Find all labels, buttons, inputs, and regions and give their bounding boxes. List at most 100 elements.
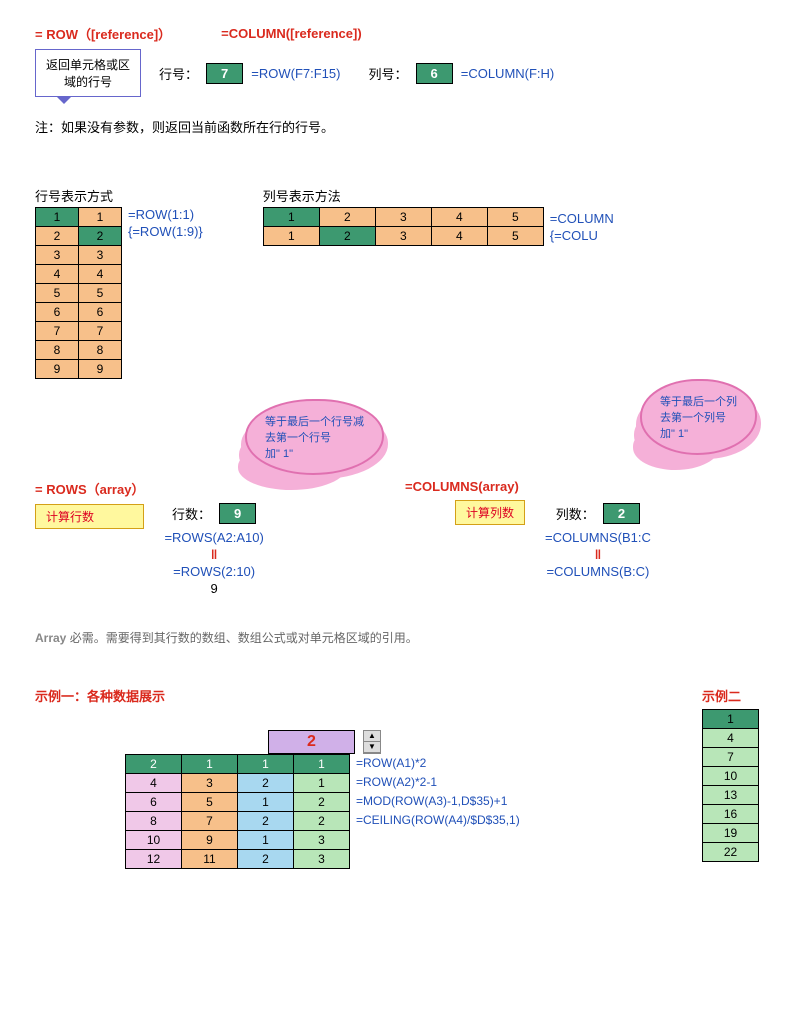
col-func-title: =COLUMN([reference]) [221,26,362,41]
table-cell: 22 [703,843,759,862]
table-cell: 16 [703,805,759,824]
table-cell: 9 [182,831,238,850]
callout-row-desc: 返回单元格或区 域的行号 [35,49,141,97]
table-cell: 4 [431,208,487,227]
table-cell: 4 [79,265,122,284]
table-cell: 8 [79,341,122,360]
col-formula: =COLUMN(F:H) [461,66,555,81]
table-cell: 7 [36,322,79,341]
row-label: 行号： [159,64,198,83]
table-cell: 4 [703,729,759,748]
row-table-title: 行号表示方式 [35,186,203,205]
cols-label: 列数： [556,504,595,523]
table-cell: 4 [126,774,182,793]
table-cell: 2 [238,850,294,869]
table-cell: 1 [182,755,238,774]
calc-rows-box: 计算行数 [35,504,144,529]
table-cell: 7 [182,812,238,831]
table-cell: 2 [36,227,79,246]
table-cell: 2 [238,774,294,793]
table-cell: 3 [375,227,431,246]
col-label: 列号： [368,64,407,83]
spinner[interactable]: ▲▼ [363,730,381,754]
table-cell: 2 [294,793,350,812]
example1-title: 示例一：各种数据展示 [35,686,682,705]
formula-text: =MOD(ROW(A3)-1,D$35)+1 [356,792,520,811]
table-cell: 1 [238,755,294,774]
cols-val: 2 [603,503,640,524]
table-cell: 1 [703,710,759,729]
table-cell: 2 [319,208,375,227]
table-cell: 3 [79,246,122,265]
eq2: ‖ [595,547,601,562]
cols-f1: =COLUMNS(B1:C [545,530,651,545]
table-cell: 1 [263,208,319,227]
cloud-cols: 等于最后一个列 去第一个列号 加" 1" [640,379,757,455]
formula-text: =ROW(A1)*2 [356,754,520,773]
table-cell: 6 [126,793,182,812]
table-cell: 5 [36,284,79,303]
rows-f2: =ROWS(2:10) [173,564,255,579]
table-cell: 10 [703,767,759,786]
cloud-rows: 等于最后一个行号减 去第一个行号 加" 1" [245,399,384,475]
table-cell: 9 [36,360,79,379]
example1-table: 211143216512872210913121123 [125,754,350,869]
table-cell: 9 [79,360,122,379]
eq1: ‖ [211,547,217,562]
example2-title: 示例二 [702,686,759,705]
formula-text: =CEILING(ROW(A4)/$D$35,1) [356,811,520,830]
rows-func: = ROWS（array） [35,479,144,498]
calc-cols-box: 计算列数 [455,500,525,525]
col-value: 6 [416,63,453,84]
rows-f1: =ROWS(A2:A10) [164,530,263,545]
table-cell: 1 [294,755,350,774]
table-cell: 2 [238,812,294,831]
table-cell: 8 [126,812,182,831]
table-cell: 5 [487,227,543,246]
table-cell: 2 [79,227,122,246]
cols-func: =COLUMNS(array) [405,479,525,494]
table-cell: 4 [36,265,79,284]
table-cell: 2 [319,227,375,246]
array-text: 必需。需要得到其行数的数组、数组公式或对单元格区域的引用。 [70,631,418,645]
table-cell: 2 [294,812,350,831]
table-cell: 1 [294,774,350,793]
note: 注：如果没有参数，则返回当前函数所在行的行号。 [35,117,759,136]
table-cell: 6 [79,303,122,322]
row-t-formula1: =ROW(1:1) [128,207,203,222]
table-cell: 13 [703,786,759,805]
table-cell: 5 [487,208,543,227]
table-cell: 10 [126,831,182,850]
formula-text [356,830,520,849]
table-cell: 11 [182,850,238,869]
formula-text: =ROW(A2)*2-1 [356,773,520,792]
table-cell: 1 [238,831,294,850]
table-cell: 12 [126,850,182,869]
table-cell: 6 [36,303,79,322]
row-formula: =ROW(F7:F15) [251,66,340,81]
table-cell: 3 [294,850,350,869]
table-cell: 5 [182,793,238,812]
table-cell: 3 [294,831,350,850]
table-cell: 2 [126,755,182,774]
table-cell: 5 [79,284,122,303]
table-cell: 1 [79,208,122,227]
rows-val: 9 [219,503,256,524]
cols-f2: =COLUMNS(B:C) [546,564,649,579]
row-value: 7 [206,63,243,84]
row-table: 112233445566778899 [35,207,122,379]
formula-text [356,849,520,868]
table-cell: 1 [238,793,294,812]
table-cell: 19 [703,824,759,843]
row-func-title: = ROW（[reference]） [35,24,171,43]
table-cell: 3 [182,774,238,793]
row-t-formula2: {=ROW(1:9)} [128,224,203,239]
spinner-down-icon[interactable]: ▼ [364,742,380,753]
col-t-formula1: =COLUMN [550,211,614,226]
table-cell: 7 [703,748,759,767]
nine: 9 [211,581,218,596]
col-table-title: 列号表示方法 [263,186,614,205]
col-t-formula2: {=COLU [550,228,614,243]
spinner-up-icon[interactable]: ▲ [364,731,380,742]
table-cell: 1 [36,208,79,227]
